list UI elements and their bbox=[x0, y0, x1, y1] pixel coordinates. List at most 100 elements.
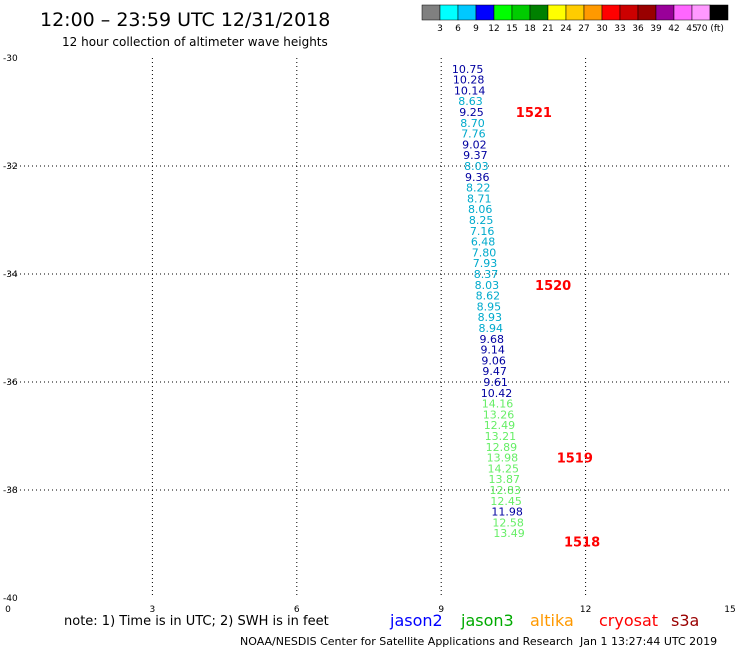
colorbar-swatch bbox=[493, 4, 513, 21]
swh-label: 8.95 bbox=[477, 300, 502, 313]
swh-label: 9.25 bbox=[459, 106, 484, 119]
swh-label: 9.02 bbox=[462, 138, 487, 151]
pass-number: 1519 bbox=[557, 452, 593, 467]
y-tick-label: -36 bbox=[3, 378, 18, 388]
colorbar-swatch bbox=[637, 4, 657, 21]
colorbar-swatch bbox=[583, 4, 603, 21]
colorbar-label: 27 bbox=[578, 24, 589, 34]
swh-label: 14.25 bbox=[488, 462, 520, 475]
mission-legend: jason2 jason3 altika cryosat s3a bbox=[389, 611, 699, 630]
mission-s3a: s3a bbox=[671, 611, 699, 630]
swh-label: 10.14 bbox=[454, 84, 486, 97]
swh-label: 10.42 bbox=[481, 387, 513, 400]
swh-label: 12.83 bbox=[489, 484, 521, 497]
pass-number: 1520 bbox=[535, 279, 571, 294]
colorbar-label: 70 (ft) bbox=[696, 24, 724, 34]
swh-label: 10.28 bbox=[453, 74, 485, 87]
swh-label: 9.61 bbox=[483, 376, 508, 389]
colorbar-label: 18 bbox=[524, 24, 536, 34]
footer-credit: NOAA/NESDIS Center for Satellite Applica… bbox=[240, 635, 573, 648]
swh-label: 8.03 bbox=[475, 279, 500, 292]
swh-label: 13.49 bbox=[493, 527, 525, 540]
y-tick-label: -34 bbox=[3, 270, 18, 280]
swh-label: 6.48 bbox=[471, 236, 496, 249]
swh-label: 8.37 bbox=[474, 268, 499, 281]
x-tick-label: 3 bbox=[150, 605, 156, 615]
colorbar-swatch bbox=[511, 4, 531, 21]
swh-label: 9.47 bbox=[482, 365, 507, 378]
swh-label: 8.25 bbox=[469, 214, 494, 227]
colorbar-swatch bbox=[547, 4, 567, 21]
chart-subtitle: 12 hour collection of altimeter wave hei… bbox=[62, 35, 328, 49]
mission-jason3: jason3 bbox=[460, 611, 514, 630]
grid-lines bbox=[8, 58, 730, 598]
y-tick-label: -38 bbox=[3, 486, 18, 496]
swh-label: 7.76 bbox=[461, 128, 486, 141]
colorbar-swatch bbox=[439, 4, 459, 21]
swh-label: 13.21 bbox=[485, 430, 517, 443]
y-tick-label: -40 bbox=[3, 594, 18, 604]
swh-label: 8.03 bbox=[464, 160, 489, 173]
units-note: note: 1) Time is in UTC; 2) SWH is in fe… bbox=[64, 614, 329, 629]
colorbar-swatch bbox=[673, 4, 693, 21]
swh-label: 12.89 bbox=[486, 441, 518, 454]
swh-label: 14.16 bbox=[482, 398, 514, 411]
swh-label: 13.98 bbox=[487, 452, 519, 465]
colorbar-label: 6 bbox=[455, 24, 461, 34]
colorbar-label: 21 bbox=[542, 24, 553, 34]
colorbar-label: 3 bbox=[437, 24, 443, 34]
colorbar-swatch bbox=[421, 4, 441, 21]
pass-labels: 1521 1520 1519 1518 bbox=[516, 106, 600, 550]
swh-label: 12.45 bbox=[490, 495, 522, 508]
swh-label: 8.06 bbox=[468, 203, 493, 216]
swh-label: 8.93 bbox=[478, 311, 503, 324]
colorbar-label: 15 bbox=[506, 24, 517, 34]
swh-label: 12.49 bbox=[484, 419, 516, 432]
colorbar-swatch bbox=[601, 4, 621, 21]
swh-label: 10.75 bbox=[452, 63, 484, 76]
pass-number: 1518 bbox=[564, 535, 600, 550]
swh-label: 12.58 bbox=[492, 516, 524, 529]
swh-label: 8.94 bbox=[479, 322, 504, 335]
swh-label: 9.06 bbox=[481, 354, 506, 367]
colorbar-label: 42 bbox=[668, 24, 679, 34]
colorbar-swatch bbox=[529, 4, 549, 21]
mission-cryosat: cryosat bbox=[599, 611, 658, 630]
y-tick-label: -32 bbox=[3, 162, 18, 172]
x-tick-label: 15 bbox=[724, 605, 735, 615]
swh-label: 8.22 bbox=[466, 182, 491, 195]
wave-height-labels: 10.7510.2810.148.639.258.707.769.029.378… bbox=[452, 63, 525, 540]
x-tick-label: 0 bbox=[5, 605, 11, 615]
mission-jason2: jason2 bbox=[389, 611, 443, 630]
x-tick-label: 12 bbox=[580, 605, 591, 615]
axis-ticks: 0 3 6 9 12 15 -30 -32 -34 -36 -38 -40 bbox=[3, 54, 736, 615]
swh-label: 13.26 bbox=[483, 408, 515, 421]
swh-label: 13.87 bbox=[489, 473, 521, 486]
colorbar-swatch bbox=[457, 4, 477, 21]
colorbar-swatch bbox=[619, 4, 639, 21]
swh-label: 8.62 bbox=[476, 290, 501, 303]
chart-title: 12:00 – 23:59 UTC 12/31/2018 bbox=[40, 9, 330, 31]
colorbar-swatch bbox=[691, 4, 711, 21]
mission-altika: altika bbox=[530, 611, 574, 630]
swh-label: 8.70 bbox=[460, 117, 485, 130]
colorbar-label: 39 bbox=[650, 24, 662, 34]
x-tick-label: 6 bbox=[294, 605, 300, 615]
swh-label: 9.68 bbox=[479, 333, 504, 346]
y-tick-label: -30 bbox=[3, 54, 18, 64]
colorbar-label: 24 bbox=[560, 24, 572, 34]
colorbar-label: 33 bbox=[614, 24, 625, 34]
colorbar-swatch bbox=[709, 4, 729, 21]
colorbar-swatch bbox=[655, 4, 675, 21]
swh-label: 9.36 bbox=[465, 171, 490, 184]
swh-label: 9.14 bbox=[480, 344, 505, 357]
swh-label: 9.37 bbox=[463, 149, 488, 162]
swh-label: 7.93 bbox=[473, 257, 498, 270]
swh-label: 8.71 bbox=[467, 192, 492, 205]
colorbar-label: 45 bbox=[686, 24, 697, 34]
x-tick-label: 9 bbox=[438, 605, 444, 615]
colorbar-label: 30 bbox=[596, 24, 608, 34]
swh-label: 11.98 bbox=[491, 506, 523, 519]
